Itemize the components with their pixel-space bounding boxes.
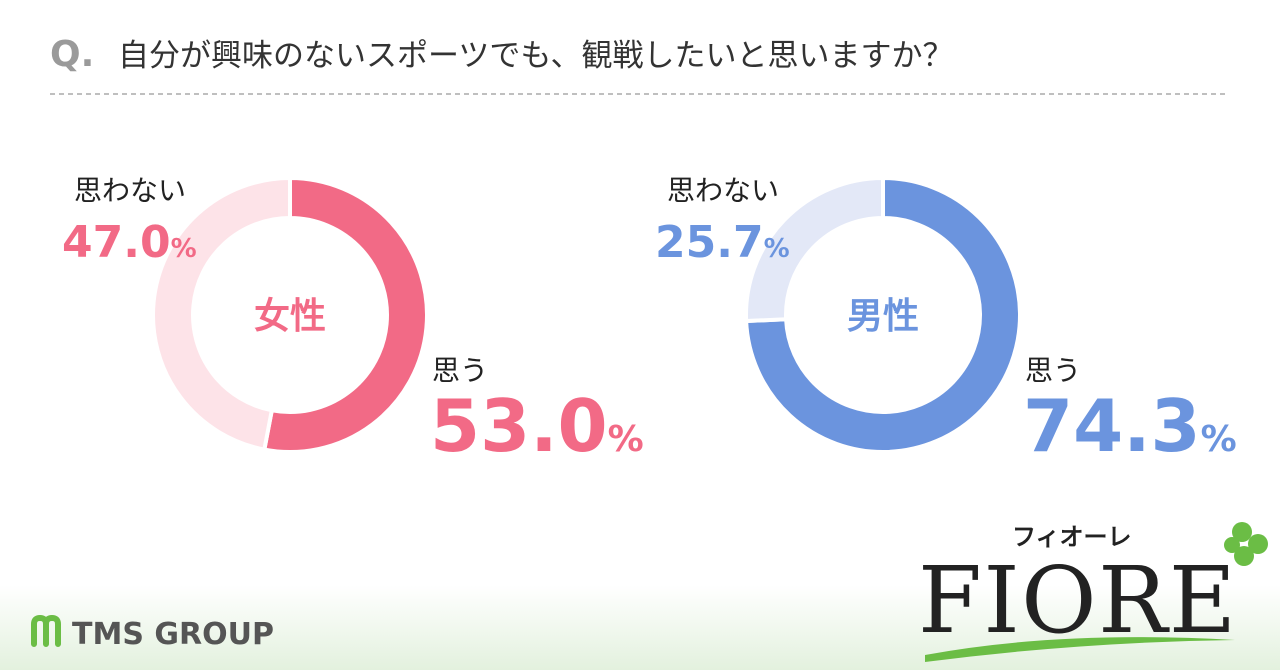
brand-swoosh xyxy=(925,637,1235,662)
question: 自分が興味のないスポーツでも、観戦したいと思いますか？ xyxy=(118,38,953,74)
value-unit: % xyxy=(608,419,644,460)
question-mark: Q. xyxy=(50,34,94,75)
brand-kana: フィオーレ xyxy=(1012,523,1132,551)
category-label: 思わない xyxy=(667,174,779,207)
category-label: 思わない xyxy=(74,174,186,207)
clover xyxy=(1224,522,1268,566)
value-label: 47.0% xyxy=(62,217,197,268)
tms-logo xyxy=(31,614,61,647)
value-label: 74.3% xyxy=(1023,384,1237,468)
value-label: 25.7% xyxy=(655,217,790,268)
value-number: 25.7 xyxy=(655,217,764,268)
donut-segment xyxy=(744,175,885,324)
center-label: 女性 xyxy=(254,296,326,337)
center-label: 男性 xyxy=(847,296,919,337)
category-label: 思う xyxy=(1025,354,1081,387)
value-unit: % xyxy=(764,234,790,264)
value-number: 53.0 xyxy=(430,384,608,468)
value-number: 74.3 xyxy=(1023,384,1201,468)
donut-segment xyxy=(261,175,429,454)
group-name: TMS GROUP xyxy=(72,617,274,652)
donut-segment xyxy=(744,175,1022,454)
footer-band xyxy=(0,585,1280,670)
donut-segment xyxy=(151,175,292,452)
value-unit: % xyxy=(1201,419,1237,460)
value-unit: % xyxy=(171,234,197,264)
category-label: 思う xyxy=(432,354,488,387)
value-label: 53.0% xyxy=(430,384,644,468)
value-number: 47.0 xyxy=(62,217,171,268)
brand-name: FIORE xyxy=(918,547,1236,654)
